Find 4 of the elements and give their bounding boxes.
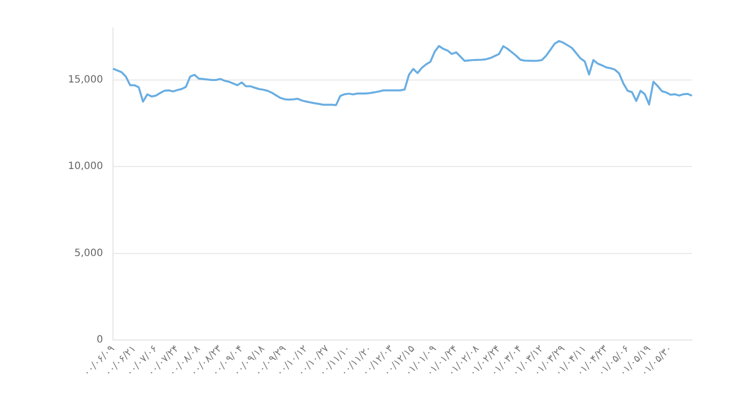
y-tick-label: 5,000 [74, 248, 103, 259]
y-tick-label: 15,000 [68, 74, 103, 86]
y-tick-label: 10,000 [68, 161, 103, 172]
y-tick-label: 0 [96, 334, 103, 346]
